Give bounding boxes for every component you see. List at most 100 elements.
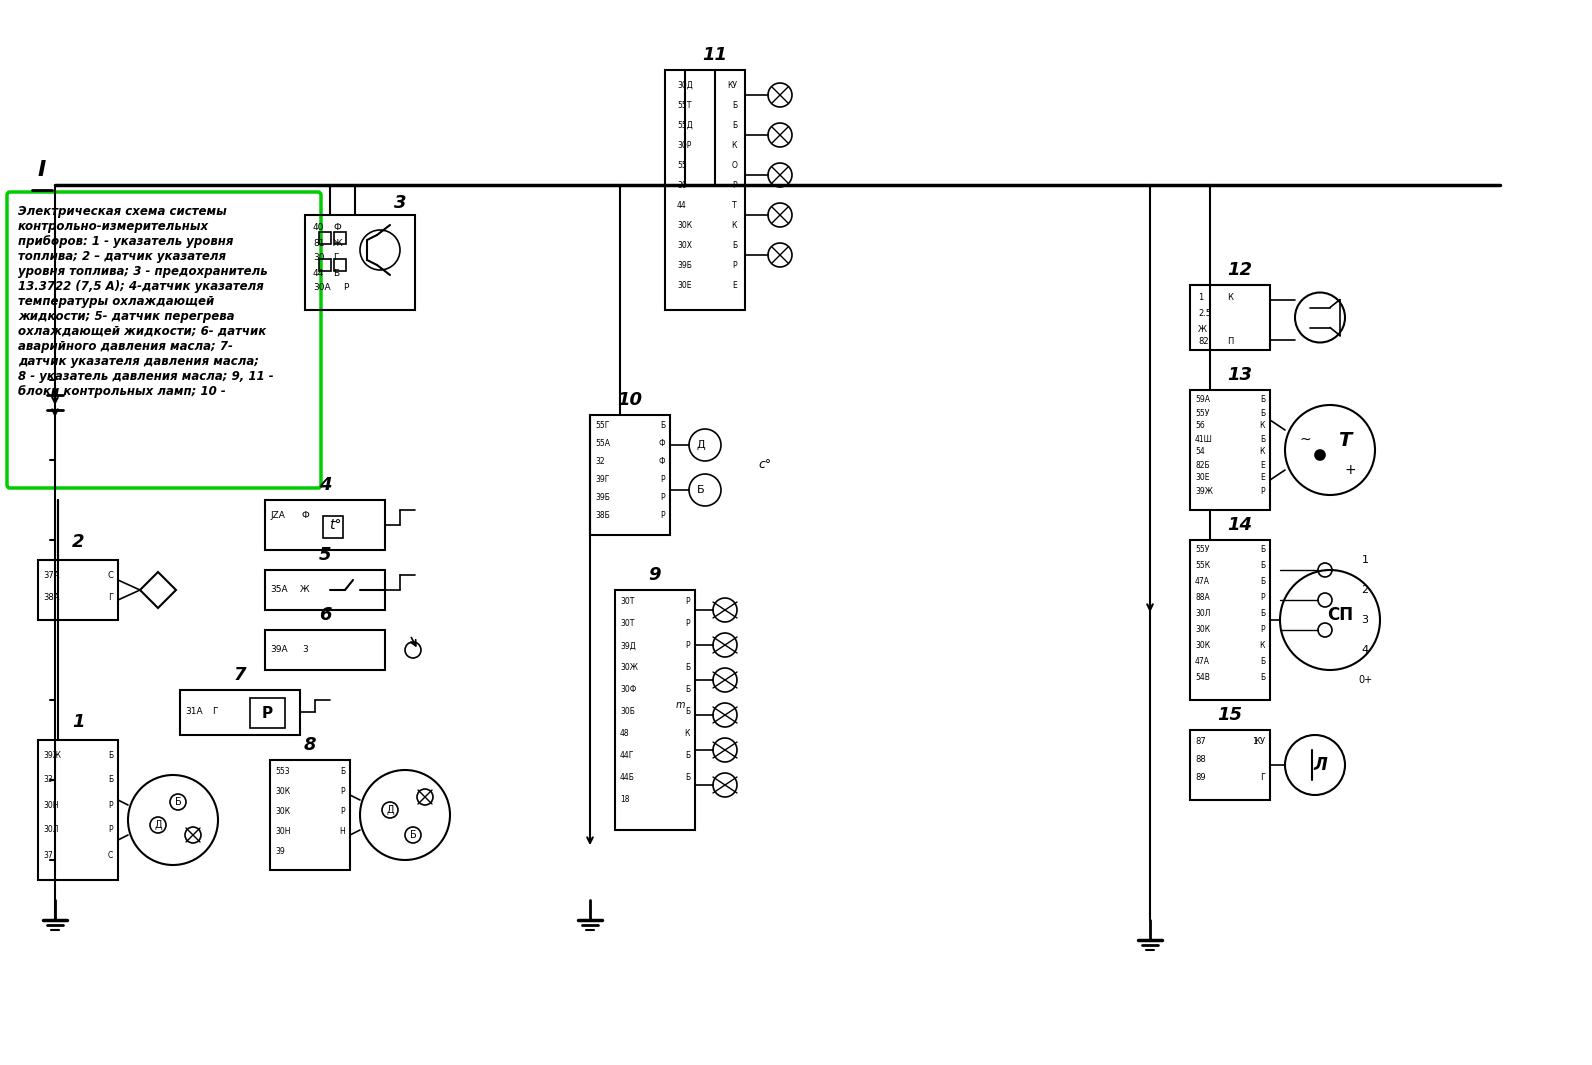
Text: 54: 54 xyxy=(1196,447,1205,457)
Text: Б: Б xyxy=(175,797,181,807)
Text: 3: 3 xyxy=(302,645,307,655)
Text: 30Н: 30Н xyxy=(43,801,59,809)
Text: 30Р: 30Р xyxy=(677,141,691,149)
Text: 89: 89 xyxy=(1196,773,1205,783)
Text: 55: 55 xyxy=(677,161,686,169)
Text: 1: 1 xyxy=(72,712,84,731)
FancyBboxPatch shape xyxy=(6,192,322,488)
Text: Б: Б xyxy=(1259,545,1266,555)
Text: Б: Б xyxy=(409,830,417,840)
Text: 30Е: 30Е xyxy=(1196,474,1210,482)
Text: 37: 37 xyxy=(43,851,53,859)
Text: 87: 87 xyxy=(1196,737,1205,747)
Text: Р: Р xyxy=(342,283,349,293)
Text: Б: Б xyxy=(732,100,737,110)
Text: Р: Р xyxy=(661,475,665,484)
Text: 30Ф: 30Ф xyxy=(619,686,637,694)
Text: 39Б: 39Б xyxy=(677,261,693,269)
Text: 38А: 38А xyxy=(43,593,59,603)
Text: 13: 13 xyxy=(1227,366,1253,384)
Text: КУ: КУ xyxy=(1254,737,1266,747)
Text: Р: Р xyxy=(732,180,737,190)
Text: 30: 30 xyxy=(677,180,686,190)
Text: КУ: КУ xyxy=(728,81,737,89)
Text: Р: Р xyxy=(732,261,737,269)
Text: Н: Н xyxy=(339,828,345,836)
Text: Р: Р xyxy=(341,807,345,817)
Bar xyxy=(591,415,670,535)
Text: 15: 15 xyxy=(1218,706,1242,724)
Text: СП: СП xyxy=(1328,606,1353,624)
Text: Б: Б xyxy=(1259,577,1266,587)
Text: 7: 7 xyxy=(234,666,247,684)
Bar xyxy=(306,215,416,310)
Text: Ф: Ф xyxy=(659,457,665,465)
Text: 12: 12 xyxy=(1227,261,1253,279)
Text: 88А: 88А xyxy=(1196,593,1210,603)
Text: Б: Б xyxy=(339,768,345,776)
Text: 47А: 47А xyxy=(1196,577,1210,587)
Text: П: П xyxy=(1227,338,1234,346)
Text: 55Т: 55Т xyxy=(677,100,691,110)
Text: 30: 30 xyxy=(314,253,325,262)
Text: 31А: 31А xyxy=(185,707,202,717)
Text: Г: Г xyxy=(212,707,218,717)
Text: 1: 1 xyxy=(1361,555,1369,566)
Bar xyxy=(38,740,118,880)
Text: Д: Д xyxy=(387,805,393,815)
Bar xyxy=(271,760,350,870)
Text: Электрическая схема системы
контрольно-измерительных
приборов: 1 - указатель уро: Электрическая схема системы контрольно-и… xyxy=(18,204,274,398)
Text: 82: 82 xyxy=(1199,338,1208,346)
Text: Б: Б xyxy=(1259,395,1266,405)
Text: Б: Б xyxy=(685,663,689,672)
Text: Б: Б xyxy=(1259,409,1266,417)
Text: Р: Р xyxy=(686,641,689,651)
Text: К: К xyxy=(1227,293,1232,301)
Text: 6: 6 xyxy=(318,606,331,624)
Text: Б: Б xyxy=(108,775,113,785)
Text: 30Т: 30Т xyxy=(619,597,634,606)
Text: Б: Б xyxy=(1259,561,1266,571)
Text: 55Г: 55Г xyxy=(595,421,610,429)
Text: 44: 44 xyxy=(314,268,325,278)
Text: С: С xyxy=(107,571,113,579)
Text: К: К xyxy=(1259,447,1266,457)
Text: 32: 32 xyxy=(595,457,605,465)
Text: 48: 48 xyxy=(619,730,629,738)
Text: 553: 553 xyxy=(275,768,290,776)
Text: К: К xyxy=(732,141,737,149)
Text: 55А: 55А xyxy=(595,439,610,447)
Text: 41Ш: 41Ш xyxy=(1196,435,1213,443)
Text: Б: Б xyxy=(1259,673,1266,683)
Text: Е: Е xyxy=(732,280,737,290)
Text: t°: t° xyxy=(330,518,341,532)
Text: Б: Б xyxy=(1259,609,1266,619)
Text: Р: Р xyxy=(686,620,689,628)
Text: К: К xyxy=(732,220,737,229)
Text: Р: Р xyxy=(108,825,113,835)
Bar xyxy=(318,232,331,244)
Text: 30А: 30А xyxy=(314,283,331,293)
Text: 30Ж: 30Ж xyxy=(619,663,638,672)
Text: Ф: Ф xyxy=(659,439,665,447)
Bar xyxy=(334,259,345,271)
Text: Б: Б xyxy=(685,686,689,694)
Text: 30Л: 30Л xyxy=(1196,609,1210,619)
Text: 30Е: 30Е xyxy=(677,280,691,290)
Text: Е: Е xyxy=(1261,460,1266,470)
Text: 30К: 30К xyxy=(275,787,290,797)
Text: 3: 3 xyxy=(393,194,406,212)
Text: 3: 3 xyxy=(1361,615,1369,625)
Text: 39Ж: 39Ж xyxy=(43,751,60,759)
Text: 82Б: 82Б xyxy=(1196,460,1210,470)
Text: 35А: 35А xyxy=(271,586,288,594)
Text: 0+: 0+ xyxy=(1358,675,1372,685)
Text: 44: 44 xyxy=(677,200,686,210)
Text: К: К xyxy=(685,730,689,738)
Text: Б: Б xyxy=(685,773,689,783)
Text: Ж: Ж xyxy=(1199,325,1207,333)
Text: 39Д: 39Д xyxy=(619,641,635,651)
Text: Б: Б xyxy=(697,485,705,495)
Text: 54В: 54В xyxy=(1196,673,1210,683)
Text: 30К: 30К xyxy=(275,807,290,817)
